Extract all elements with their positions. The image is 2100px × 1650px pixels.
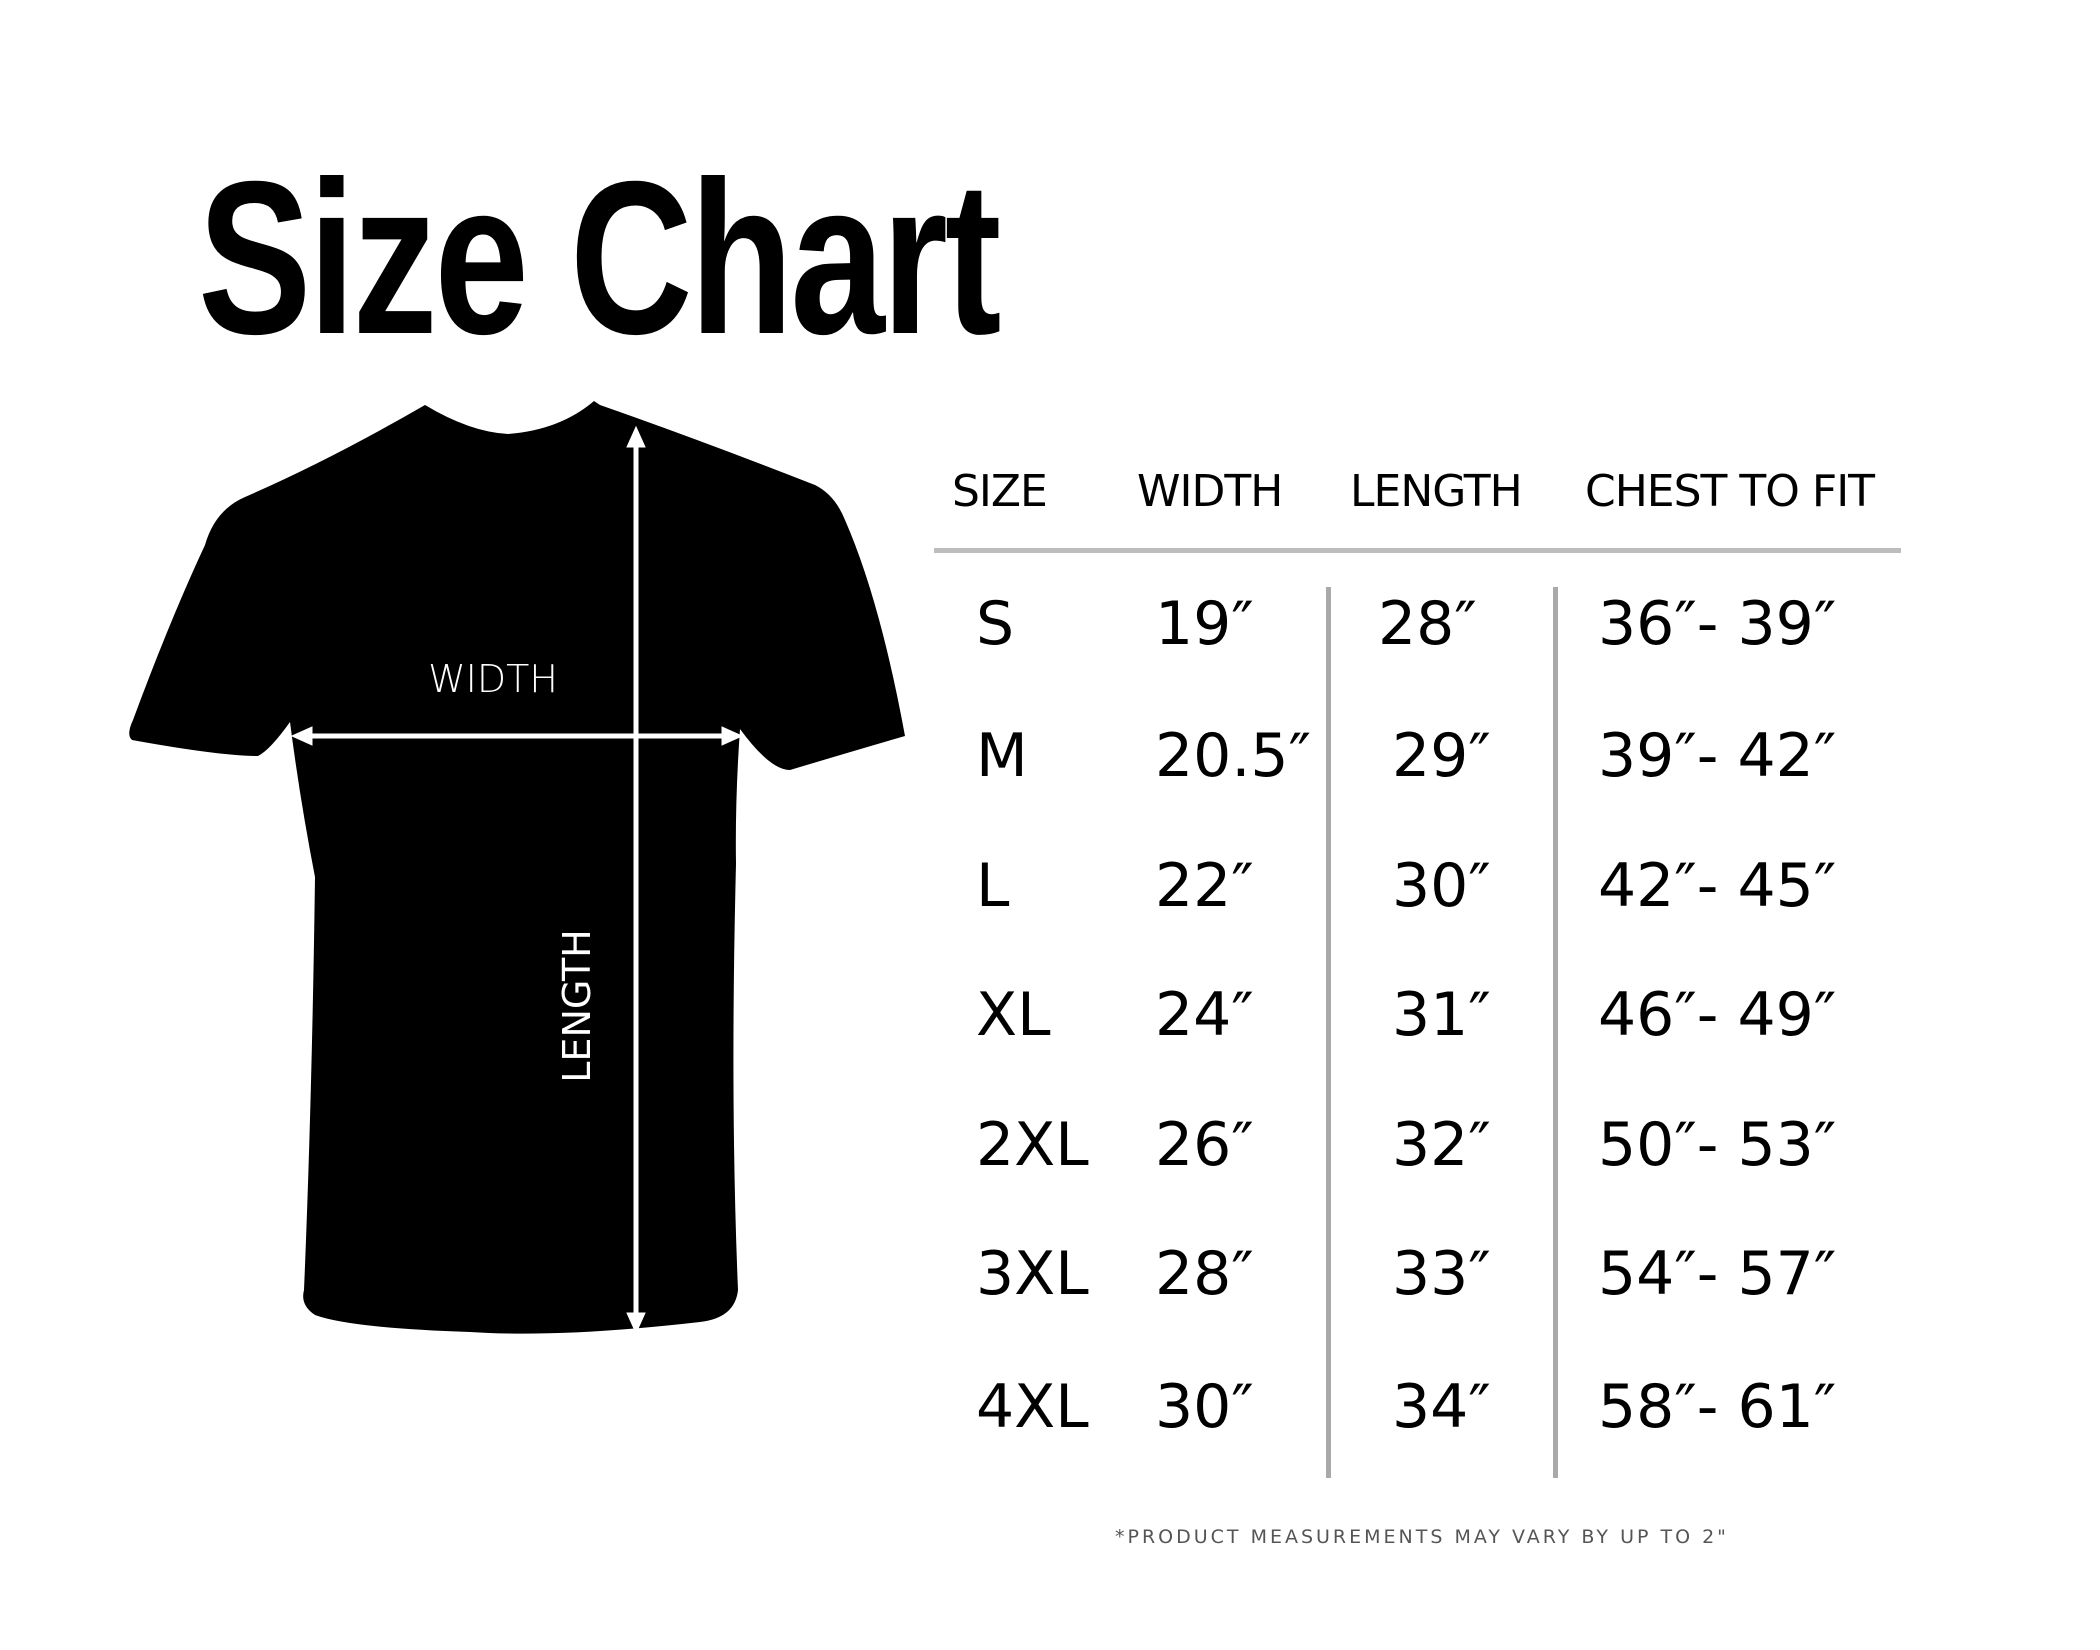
cell-length: 28″ [1378,589,1477,659]
width-arrow-head-left [290,726,313,746]
cell-length: 31″ [1392,980,1491,1050]
length-arrow-head-top [626,425,646,448]
header-size: SIZE [952,466,1048,517]
header-chest: CHEST TO FIT [1585,466,1875,517]
cell-chest: 58″- 61″ [1598,1372,1837,1442]
cell-width: 28″ [1155,1239,1254,1309]
cell-chest: 46″- 49″ [1598,980,1837,1050]
cell-width: 30″ [1155,1372,1254,1442]
footnote: *PRODUCT MEASUREMENTS MAY VARY BY UP TO … [1115,1526,1729,1548]
cell-size: L [976,851,1010,921]
cell-length: 33″ [1392,1239,1491,1309]
width-arrow-head-right [721,726,744,746]
cell-width: 26″ [1155,1110,1254,1180]
cell-chest: 54″- 57″ [1598,1239,1837,1309]
cell-width: 19″ [1155,589,1254,659]
width-label: WIDTH [428,657,558,701]
length-label: LENGTH [555,929,599,1082]
cell-width: 24″ [1155,980,1254,1050]
column-divider [1553,587,1558,1478]
cell-chest: 50″- 53″ [1598,1110,1837,1180]
cell-width: 20.5″ [1155,721,1312,791]
cell-length: 29″ [1392,721,1491,791]
cell-chest: 42″- 45″ [1598,851,1837,921]
header-divider [934,548,1901,553]
tshirt-silhouette [129,401,905,1334]
length-arrow-head-bottom [626,1312,646,1335]
cell-size: XL [976,980,1051,1050]
cell-length: 30″ [1392,851,1491,921]
cell-size: S [976,589,1015,659]
cell-chest: 39″- 42″ [1598,721,1837,791]
cell-width: 22″ [1155,851,1254,921]
cell-size: 2XL [976,1110,1089,1180]
cell-chest: 36″- 39″ [1598,589,1837,659]
cell-size: 4XL [976,1372,1089,1442]
page-title: Size Chart [198,137,1001,380]
column-divider [1326,587,1331,1478]
cell-size: M [976,721,1028,791]
header-length: LENGTH [1350,466,1523,517]
cell-size: 3XL [976,1239,1089,1309]
cell-length: 34″ [1392,1372,1491,1442]
cell-length: 32″ [1392,1110,1491,1180]
header-width: WIDTH [1137,466,1283,517]
